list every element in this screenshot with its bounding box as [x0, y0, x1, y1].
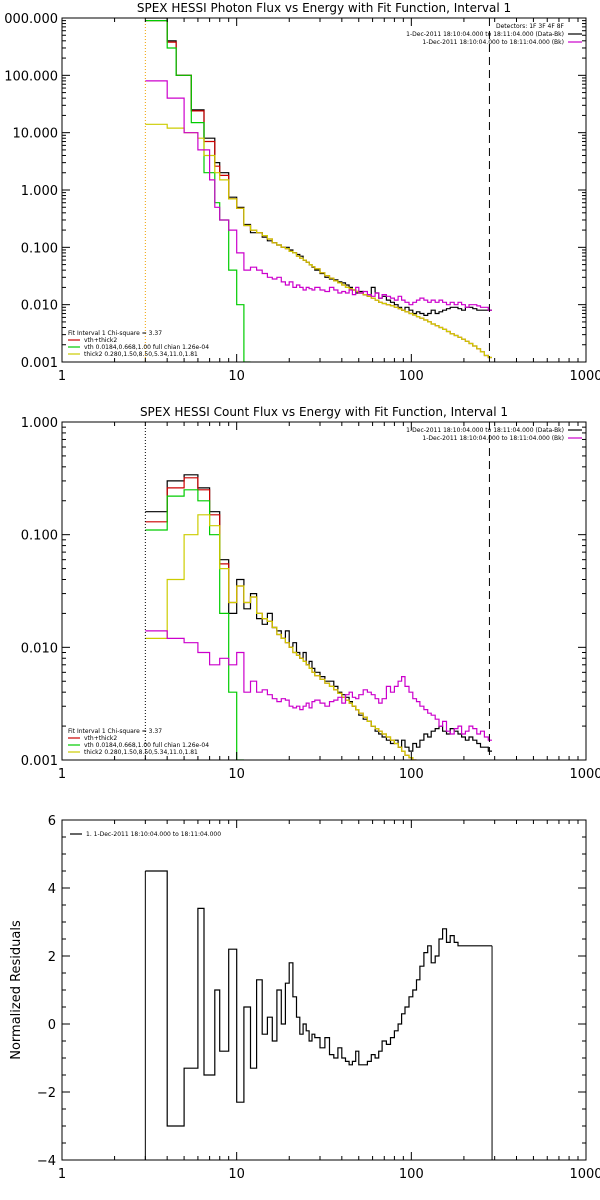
x-tick-label: 1000 [569, 1167, 600, 1182]
y-tick-label: 000.000 [4, 12, 58, 27]
x-tick-label: 1 [58, 369, 66, 384]
y-tick-label: 6 [48, 814, 56, 829]
count-flux-panel: SPEX HESSI Count Flux vs Energy with Fit… [21, 405, 600, 782]
y-tick-label: 0.001 [21, 754, 58, 769]
series-line-thick2 [145, 123, 492, 359]
plot-frame [61, 17, 587, 363]
y-tick-label: 10.000 [13, 127, 59, 142]
series-line-vth [145, 489, 244, 760]
series-line-thick2 [145, 514, 417, 760]
legend-entry-top-right: 1-Dec-2011 18:10:04.000 to 18:11:04.000 … [406, 31, 564, 38]
x-tick-label: 10 [228, 767, 245, 782]
y-tick-label: 1.000 [21, 416, 58, 431]
y-tick-label: 0.010 [21, 299, 58, 314]
series-group [144, 870, 493, 1160]
y-tick-label: 0.100 [21, 529, 58, 544]
y-tick-label: 0.100 [21, 241, 58, 256]
plot-frame [61, 819, 587, 1161]
y-tick-label: 0.001 [21, 356, 58, 371]
legend-entry-bottom-left: thick2 0.280,1.50,8.50,5.34,11.0,1.81 [84, 351, 198, 358]
x-tick-label: 1 [58, 1167, 66, 1182]
plot-frame [61, 421, 587, 761]
legend-entry-top-right: 1-Dec-2011 18:10:04.000 to 18:11:04.000 … [406, 427, 564, 434]
legend-entry-bottom-left: vth+thick2 [84, 735, 117, 742]
series-line-data-bk [145, 18, 492, 316]
residuals-panel: 1 10 100 1000 −4 −2 0 2 4 6 Normalized Residuals 1.… [9, 814, 600, 1182]
legend-entry-top-right: 1-Dec-2011 18:10:04.000 to 18:11:04.000 … [422, 39, 564, 46]
series-line-bk [145, 80, 492, 311]
series-group [145, 18, 492, 362]
legend-entry-bottom-left: vth 0.0184,0.668,1.00 full chian 1.26e-0… [84, 344, 209, 351]
legend-entry-bottom-left: Fit Interval 1 Chi-square = 3.37 [68, 330, 162, 337]
x-tick-label: 1000 [569, 767, 600, 782]
series-line-1-1-dec-2011-18-10-04-000-to-18-11-04-000 [145, 870, 492, 1127]
legend-entry-bottom-left: vth 0.0184,0.668,1.00 full chian 1.26e-0… [84, 742, 209, 749]
chart-title: SPEX HESSI Photon Flux vs Energy with Fi… [137, 1, 511, 15]
legend-entry-bottom-left: vth+thick2 [84, 337, 117, 344]
y-tick-label: −4 [37, 1154, 56, 1169]
legend-entry-bottom-left: Fit Interval 1 Chi-square = 3.37 [68, 728, 162, 735]
y-tick-label: 0 [48, 1018, 56, 1033]
legend-entry-top-right: Detectors: 1F 3F 4F 8F [496, 23, 565, 30]
legend-entry-top-left: 1. 1-Dec-2011 18:10:04.000 to 18:11:04.0… [86, 831, 221, 838]
chart-title: SPEX HESSI Count Flux vs Energy with Fit… [140, 405, 508, 419]
legend-entry-bottom-left: thick2 0.280,1.50,8.50,5.34,11.0,1.81 [84, 749, 198, 756]
y-tick-label: 0.010 [21, 641, 58, 656]
y-tick-label: 100.000 [4, 69, 58, 84]
x-tick-label: 100 [399, 767, 424, 782]
photon-flux-panel: SPEX HESSI Photon Flux vs Energy with Fi… [4, 1, 600, 384]
x-tick-label: 1000 [569, 369, 600, 384]
series-group [145, 474, 492, 760]
x-tick-label: 100 [399, 369, 424, 384]
legend-entry-top-right: 1-Dec-2011 18:10:04.000 to 18:11:04.000 … [422, 435, 564, 442]
y-axis-label: Normalized Residuals [9, 920, 24, 1060]
series-line-vth [145, 20, 251, 362]
x-tick-label: 1 [58, 767, 66, 782]
y-tick-label: 1.000 [21, 184, 58, 199]
y-tick-label: 2 [48, 950, 56, 965]
x-tick-label: 100 [399, 1167, 424, 1182]
series-line-vth-thick2 [145, 477, 417, 760]
y-tick-label: 4 [48, 882, 56, 897]
series-line-vth-thick2 [145, 20, 492, 359]
x-tick-label: 10 [228, 369, 245, 384]
series-line-bk [145, 630, 492, 741]
y-tick-label: −2 [37, 1086, 56, 1101]
x-tick-label: 10 [228, 1167, 245, 1182]
